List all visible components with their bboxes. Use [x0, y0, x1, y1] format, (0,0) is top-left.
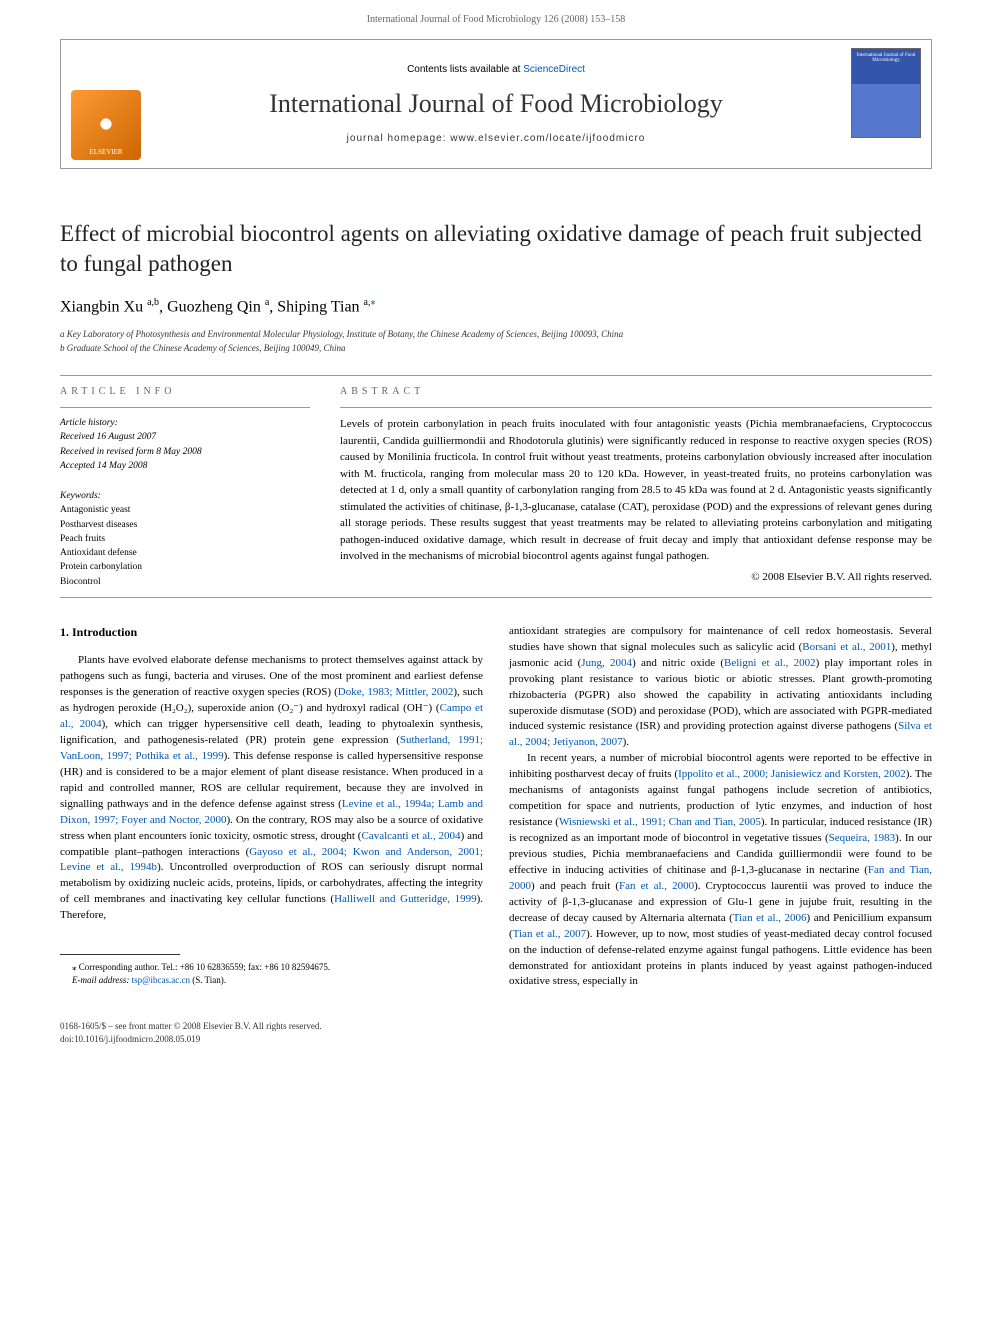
article-title: Effect of microbial biocontrol agents on…	[60, 219, 932, 279]
keyword: Peach fruits	[60, 532, 310, 546]
ref-link[interactable]: Ippolito et al., 2000; Janisiewicz and K…	[678, 768, 906, 780]
corresponding-author-link[interactable]: ⁎	[371, 298, 376, 315]
article-main: Effect of microbial biocontrol agents on…	[60, 169, 932, 990]
intro-para-2: In recent years, a number of microbial b…	[509, 751, 932, 990]
t: ) and nitric oxide (	[632, 657, 724, 669]
divider	[60, 407, 310, 408]
body-columns: 1. Introduction Plants have evolved elab…	[60, 624, 932, 991]
divider	[60, 375, 932, 376]
affiliation-a: a Key Laboratory of Photosynthesis and E…	[60, 328, 932, 342]
history-label: Article history:	[60, 416, 310, 430]
page-footer: 0168-1605/$ – see front matter © 2008 El…	[60, 1020, 932, 1045]
intro-para-1-cont: antioxidant strategies are compulsory fo…	[509, 624, 932, 752]
abstract-copyright: © 2008 Elsevier B.V. All rights reserved…	[340, 571, 932, 583]
sep: ,	[159, 298, 167, 315]
journal-name: International Journal of Food Microbiolo…	[161, 89, 831, 119]
article-info-col: article info Article history: Received 1…	[60, 386, 310, 589]
keywords-block: Keywords: Antagonistic yeast Postharvest…	[60, 489, 310, 589]
ref-link[interactable]: Wisniewski et al., 1991; Chan and Tian, …	[559, 816, 761, 828]
elsevier-tree-icon	[86, 104, 126, 144]
history-received: Received 16 August 2007	[60, 430, 310, 444]
author-3-aff: a,	[364, 297, 371, 308]
keyword: Biocontrol	[60, 575, 310, 589]
keywords-label: Keywords:	[60, 489, 310, 503]
keyword: Postharvest diseases	[60, 518, 310, 532]
author-3: Shiping Tian	[277, 298, 363, 315]
corr-email-line: E-mail address: tsp@ibcas.ac.cn (S. Tian…	[60, 974, 483, 987]
ref-link[interactable]: Sequeira, 1983	[829, 832, 896, 844]
footer-line-1: 0168-1605/$ – see front matter © 2008 El…	[60, 1020, 932, 1033]
t: ) and peach fruit (	[531, 880, 619, 892]
abstract-label: abstract	[340, 386, 932, 397]
ref-link[interactable]: Beligni et al., 2002	[724, 657, 816, 669]
affiliation-b: b Graduate School of the Chinese Academy…	[60, 342, 932, 356]
body-col-left: 1. Introduction Plants have evolved elab…	[60, 624, 483, 991]
banner-center: Contents lists available at ScienceDirec…	[151, 40, 841, 168]
email-link[interactable]: tsp@ibcas.ac.cn	[132, 975, 190, 985]
keyword: Antagonistic yeast	[60, 503, 310, 517]
ref-link[interactable]: Halliwell and Gutteridge, 1999	[334, 893, 477, 905]
ref-link[interactable]: Cavalcanti et al., 2004	[361, 830, 460, 842]
affiliations: a Key Laboratory of Photosynthesis and E…	[60, 328, 932, 355]
corr-mark: ⁎	[371, 297, 376, 308]
author-1: Xiangbin Xu	[60, 298, 147, 315]
running-head: International Journal of Food Microbiolo…	[0, 0, 992, 39]
intro-heading: 1. Introduction	[60, 624, 483, 641]
email-who: (S. Tian).	[190, 975, 226, 985]
ref-link[interactable]: Fan et al., 2000	[619, 880, 694, 892]
body-col-right: antioxidant strategies are compulsory fo…	[509, 624, 932, 991]
footnote-divider	[60, 954, 180, 955]
contents-line: Contents lists available at ScienceDirec…	[161, 64, 831, 75]
history-revised: Received in revised form 8 May 2008	[60, 445, 310, 459]
corr-contact: ⁎ Corresponding author. Tel.: +86 10 628…	[60, 961, 483, 974]
t: ).	[623, 736, 629, 748]
keyword: Protein carbonylation	[60, 560, 310, 574]
journal-banner: ELSEVIER Contents lists available at Sci…	[60, 39, 932, 169]
sciencedirect-link[interactable]: ScienceDirect	[523, 64, 585, 75]
email-label: E-mail address:	[72, 975, 132, 985]
abstract-col: abstract Levels of protein carbonylation…	[340, 386, 932, 589]
article-info-label: article info	[60, 386, 310, 397]
authors-line: Xiangbin Xu a,b, Guozheng Qin a, Shiping…	[60, 297, 932, 316]
author-1-aff: a,b	[147, 297, 159, 308]
keyword: Antioxidant defense	[60, 546, 310, 560]
intro-para-1: Plants have evolved elaborate defense me…	[60, 653, 483, 924]
divider	[340, 407, 932, 408]
journal-cover-thumb: International Journal of Food Microbiolo…	[851, 48, 921, 138]
contents-prefix: Contents lists available at	[407, 64, 523, 75]
footer-doi: doi:10.1016/j.ijfoodmicro.2008.05.019	[60, 1033, 932, 1046]
journal-homepage: journal homepage: www.elsevier.com/locat…	[161, 133, 831, 144]
ref-link[interactable]: Jung, 2004	[581, 657, 632, 669]
ref-link[interactable]: Borsani et al., 2001	[802, 641, 891, 653]
banner-left: ELSEVIER	[61, 40, 151, 168]
abstract-text: Levels of protein carbonylation in peach…	[340, 416, 932, 565]
banner-right: International Journal of Food Microbiolo…	[841, 40, 931, 168]
elsevier-logo: ELSEVIER	[71, 90, 141, 160]
info-abstract-row: article info Article history: Received 1…	[60, 386, 932, 589]
ref-link[interactable]: Doke, 1983; Mittler, 2002	[338, 686, 454, 698]
divider	[60, 597, 932, 598]
publisher-name: ELSEVIER	[89, 148, 122, 156]
history-accepted: Accepted 14 May 2008	[60, 459, 310, 473]
author-2: Guozheng Qin	[167, 298, 265, 315]
ref-link[interactable]: Tian et al., 2007	[513, 928, 586, 940]
history-block: Article history: Received 16 August 2007…	[60, 416, 310, 473]
corresponding-footnote: ⁎ Corresponding author. Tel.: +86 10 628…	[60, 961, 483, 986]
ref-link[interactable]: Tian et al., 2006	[733, 912, 807, 924]
